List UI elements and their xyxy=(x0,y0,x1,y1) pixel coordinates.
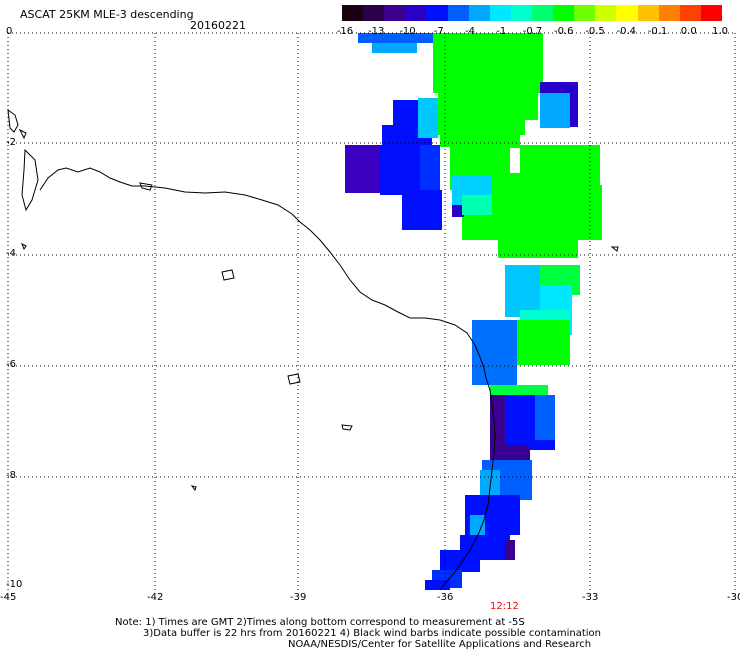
colorbar-swatch xyxy=(510,5,532,21)
map-date: 20160221 xyxy=(190,19,246,32)
note-line-2: 3)Data buffer is 22 hrs from 20160221 4)… xyxy=(143,628,601,639)
colorbar-swatch xyxy=(468,5,490,21)
colorbar-swatch xyxy=(384,5,406,21)
colorbar-label: -7 xyxy=(433,26,444,37)
colorbar-label: -13 xyxy=(368,26,385,37)
colorbar-label: -0.7 xyxy=(522,26,543,37)
x-tick-label: -45 xyxy=(0,592,17,603)
x-tick-label: -42 xyxy=(147,592,164,603)
colorbar-swatch xyxy=(531,5,554,21)
colorbar-label: -16 xyxy=(336,26,354,37)
coastline xyxy=(39,167,496,591)
x-tick-label: -30 xyxy=(727,592,740,603)
colorbar-label: 1.0 xyxy=(712,26,728,37)
y-tick-label: -4 xyxy=(6,248,16,259)
colorbar-label: 0.0 xyxy=(680,26,697,37)
colorbar-swatch xyxy=(426,5,448,21)
y-tick-label: -10 xyxy=(6,579,23,590)
colorbar-label: -0.6 xyxy=(553,26,574,37)
colorbar-swatch xyxy=(363,5,385,21)
colorbar-swatch xyxy=(553,5,575,21)
colorbar-swatch xyxy=(616,5,638,21)
colorbar-label: -0.1 xyxy=(647,26,668,37)
colorbar-swatch xyxy=(658,5,680,21)
colorbar-swatch xyxy=(679,5,701,21)
colorbar-label: -10 xyxy=(399,26,416,37)
islands xyxy=(7,108,619,492)
colorbar-label: -0.4 xyxy=(616,26,637,37)
colorbar-swatch xyxy=(489,5,511,21)
colorbar-swatch xyxy=(700,5,722,21)
y-tick-label: -8 xyxy=(6,470,16,481)
map-title: ASCAT 25KM MLE-3 descending xyxy=(20,8,194,21)
x-tick-label: -36 xyxy=(437,592,454,603)
y-tick-label: -6 xyxy=(6,359,16,370)
note-line-1: Note: 1) Times are GMT 2)Times along bot… xyxy=(115,617,525,628)
colorbar-swatch xyxy=(574,5,596,21)
colorbar-label: -0.5 xyxy=(585,26,605,37)
y-tick-label: 0 xyxy=(6,26,13,37)
colorbar-label: -4 xyxy=(465,26,475,37)
y-tick-label: -2 xyxy=(6,137,16,148)
colorbar-swatch xyxy=(342,5,364,21)
x-tick-label: -39 xyxy=(290,592,307,603)
data-swath xyxy=(345,33,602,590)
colorbar-label: -1 xyxy=(496,26,507,37)
grid xyxy=(7,32,736,590)
colorbar-swatch xyxy=(595,5,617,21)
colorbar-swatch xyxy=(405,5,427,21)
colorbar-swatch xyxy=(637,5,659,21)
x-tick-label: -33 xyxy=(582,592,599,603)
colorbar xyxy=(342,5,722,21)
colorbar-swatch xyxy=(447,5,469,21)
time-label: 12:12 xyxy=(490,601,519,612)
note-line-3: NOAA/NESDIS/Center for Satellite Applica… xyxy=(288,639,592,650)
